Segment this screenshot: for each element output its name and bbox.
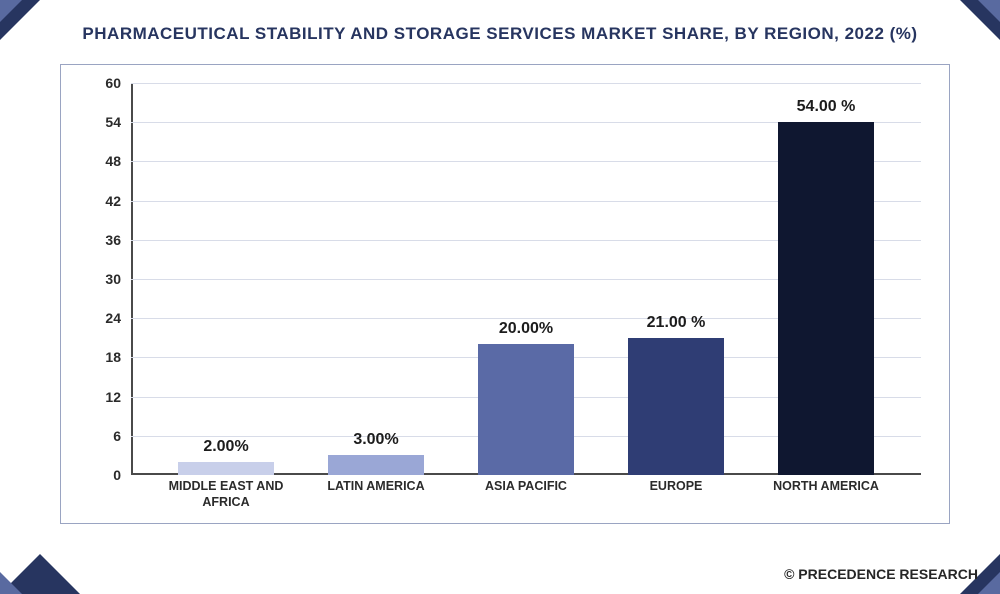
chart-title: Pharmaceutical Stability and Storage Ser… — [0, 0, 1000, 44]
chart-frame: 0 6 12 18 24 30 36 42 48 54 60 2.00% 3.00% 20.00% 21.… — [60, 64, 950, 524]
y-tick-label: 54 — [105, 114, 121, 130]
y-tick-label: 0 — [113, 467, 121, 483]
bar-slot: 21.00 % — [601, 83, 751, 475]
x-category-label: North America — [751, 479, 901, 510]
corner-triangle-bl-inner — [0, 572, 22, 594]
credit-text: © PRECEDENCE RESEARCH — [784, 566, 978, 582]
bar-value-label: 3.00% — [353, 431, 398, 449]
y-tick-label: 48 — [105, 153, 121, 169]
y-tick-label: 18 — [105, 349, 121, 365]
y-tick-label: 6 — [113, 428, 121, 444]
bar: 3.00% — [328, 455, 424, 475]
y-tick-label: 42 — [105, 193, 121, 209]
corner-triangle-br-inner — [978, 572, 1000, 594]
y-tick-label: 36 — [105, 232, 121, 248]
x-category-label: Latin America — [301, 479, 451, 510]
bar: 2.00% — [178, 462, 274, 475]
bar-slot: 20.00% — [451, 83, 601, 475]
y-tick-label: 12 — [105, 389, 121, 405]
corner-triangle-tr-inner — [978, 0, 1000, 22]
bar: 20.00% — [478, 344, 574, 475]
bar-slot: 2.00% — [151, 83, 301, 475]
corner-triangle-tl-inner — [0, 0, 22, 22]
bar: 21.00 % — [628, 338, 724, 475]
bar-value-label: 54.00 % — [797, 98, 856, 116]
bar-slot: 3.00% — [301, 83, 451, 475]
bar-slot: 54.00 % — [751, 83, 901, 475]
bar-value-label: 21.00 % — [647, 314, 706, 332]
bar: 54.00 % — [778, 122, 874, 475]
bars-container: 2.00% 3.00% 20.00% 21.00 % 54.00 % — [131, 83, 921, 475]
y-tick-label: 30 — [105, 271, 121, 287]
y-tick-label: 60 — [105, 75, 121, 91]
x-category-label: Europe — [601, 479, 751, 510]
y-tick-label: 24 — [105, 310, 121, 326]
plot-area: 06121824303642485460 2.00%3.00%20.00%21.… — [131, 83, 921, 475]
x-category-label: Middle East and Africa — [151, 479, 301, 510]
bar-value-label: 20.00% — [499, 320, 553, 338]
x-category-label: Asia Pacific — [451, 479, 601, 510]
bar-value-label: 2.00% — [203, 438, 248, 456]
x-labels-row: Middle East and AfricaLatin AmericaAsia … — [131, 479, 921, 510]
